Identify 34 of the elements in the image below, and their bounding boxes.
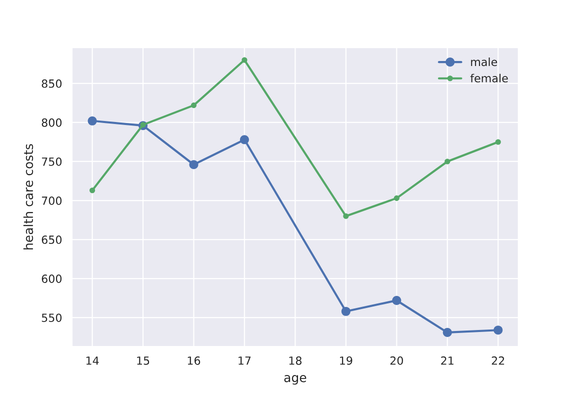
y-tick-label: 700 bbox=[42, 196, 62, 205]
point bbox=[343, 213, 349, 219]
point bbox=[240, 135, 249, 144]
x-tick-label: 17 bbox=[238, 356, 251, 365]
y-axis-title: health care costs bbox=[23, 144, 34, 250]
x-tick-label: 19 bbox=[340, 356, 352, 365]
point bbox=[494, 326, 503, 335]
legend-label: male bbox=[471, 58, 498, 66]
point bbox=[392, 296, 402, 305]
y-tick-label: 750 bbox=[42, 157, 62, 166]
x-tick-label: 16 bbox=[188, 356, 200, 365]
x-axis-title: age bbox=[284, 375, 306, 385]
point bbox=[444, 158, 450, 164]
point bbox=[242, 57, 248, 63]
point bbox=[394, 195, 400, 201]
point bbox=[190, 102, 197, 108]
y-tick-label: 600 bbox=[42, 274, 62, 283]
x-tick-label: 15 bbox=[137, 356, 150, 365]
y-tick-label: 850 bbox=[42, 79, 62, 88]
point bbox=[189, 160, 198, 170]
y-tick-label: 800 bbox=[42, 118, 62, 127]
point bbox=[495, 139, 501, 145]
x-tick-label: 18 bbox=[289, 356, 302, 365]
x-tick-label: 14 bbox=[86, 356, 99, 365]
x-tick-label: 22 bbox=[492, 356, 504, 365]
y-tick-label: 550 bbox=[42, 314, 62, 322]
point bbox=[442, 328, 452, 337]
point bbox=[90, 188, 96, 194]
legend-label: female bbox=[470, 74, 508, 82]
y-tick-label: 650 bbox=[42, 236, 62, 244]
x-tick-label: 20 bbox=[390, 356, 403, 365]
x-tick-label: 21 bbox=[441, 356, 454, 365]
point bbox=[88, 116, 97, 126]
point bbox=[341, 306, 350, 316]
